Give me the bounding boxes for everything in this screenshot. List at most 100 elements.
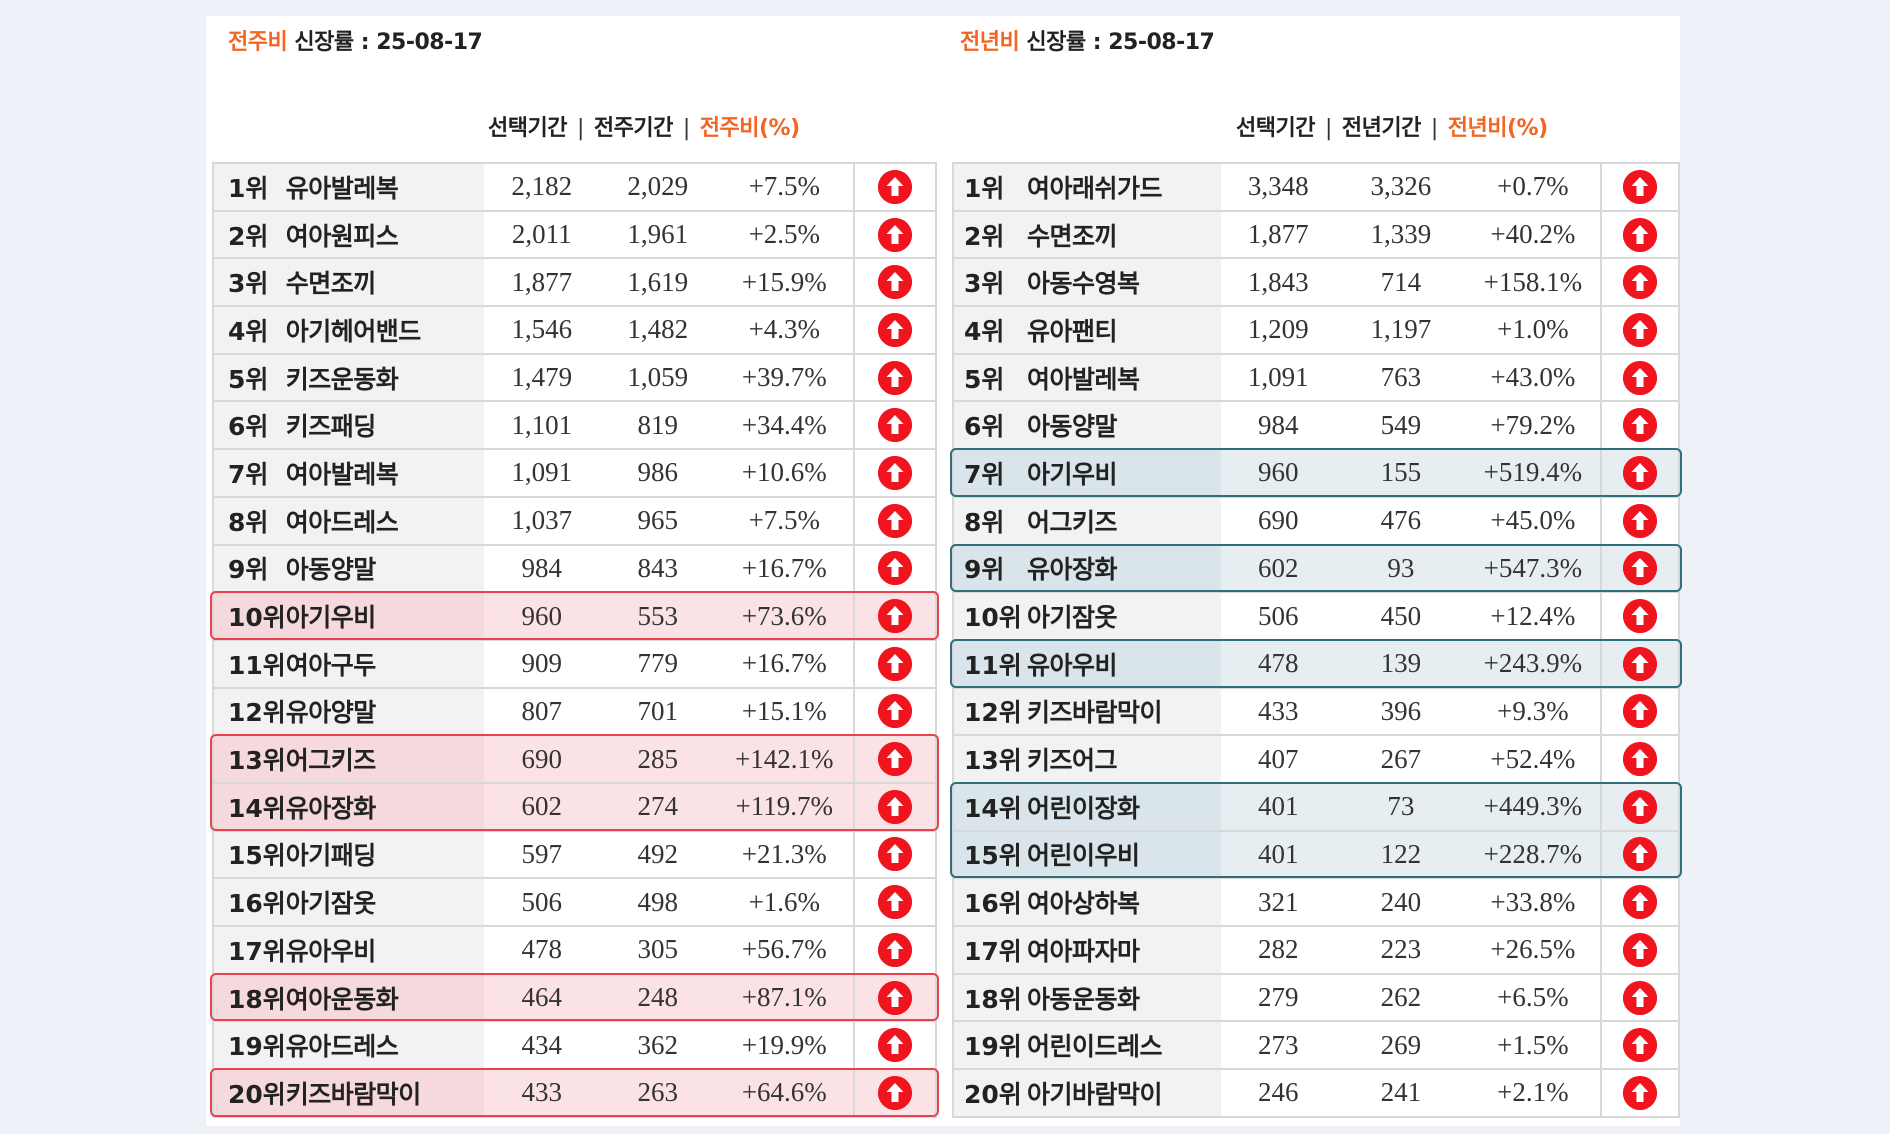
up-arrow-circle-icon — [877, 789, 912, 824]
trend-cell — [852, 306, 937, 355]
keyword-cell: 키즈운동화 — [285, 353, 484, 403]
up-arrow-circle-icon — [877, 455, 912, 490]
up-arrow-circle-icon — [877, 360, 912, 395]
trend-cell — [852, 210, 937, 260]
selected-value: 1,546 — [483, 306, 600, 355]
rank-cell: 3위 — [212, 258, 286, 308]
ratio-value: +7.5% — [715, 496, 854, 546]
compare-value: 714 — [1336, 258, 1466, 308]
keyword-cell: 여아상하복 — [1026, 878, 1221, 927]
up-arrow-circle-icon — [877, 837, 912, 872]
rank-cell: 8위 — [212, 496, 286, 546]
rank-cell: 11위 — [212, 639, 286, 689]
table-row: 15위 어린이우비 401 122 +228.7% — [952, 830, 1680, 880]
keyword-cell: 아동양말 — [285, 544, 484, 594]
header-selected: 선택기간 — [488, 116, 567, 141]
trend-cell — [1600, 353, 1680, 403]
ratio-value: +73.6% — [715, 592, 854, 641]
keyword-cell: 수면조끼 — [1026, 210, 1221, 260]
rank-cell: 2위 — [212, 210, 286, 260]
trend-cell — [1600, 449, 1680, 498]
ratio-value: +119.7% — [715, 782, 854, 832]
trend-cell — [1600, 496, 1680, 546]
rank-cell: 14위 — [952, 782, 1027, 832]
compare-value: 262 — [1336, 973, 1466, 1023]
table-row: 5위 여아발레복 1,091 763 +43.0% — [952, 353, 1680, 403]
ratio-value: +519.4% — [1465, 449, 1602, 498]
compare-value: 362 — [599, 1021, 716, 1071]
up-arrow-circle-icon — [1623, 599, 1658, 634]
title-accent: 전주비 — [228, 30, 288, 55]
trend-cell — [1600, 973, 1680, 1023]
ratio-value: +16.7% — [715, 544, 854, 594]
rank-cell: 20위 — [212, 1069, 286, 1118]
keyword-cell: 키즈바람막이 — [285, 1069, 484, 1118]
up-arrow-circle-icon — [877, 1075, 912, 1110]
compare-value: 139 — [1336, 639, 1466, 689]
rank-cell: 16위 — [952, 878, 1027, 927]
selected-value: 909 — [483, 639, 600, 689]
rank-cell: 9위 — [952, 544, 1027, 594]
compare-value: 3,326 — [1336, 162, 1466, 212]
trend-cell — [1600, 782, 1680, 832]
table-row: 19위 유아드레스 434 362 +19.9% — [212, 1021, 937, 1071]
selected-value: 434 — [483, 1021, 600, 1071]
ratio-value: +79.2% — [1465, 401, 1602, 451]
keyword-cell: 아동양말 — [1026, 401, 1221, 451]
trend-cell — [852, 544, 937, 594]
trend-cell — [852, 1069, 937, 1118]
table-row: 6위 키즈패딩 1,101 819 +34.4% — [212, 401, 937, 451]
trend-cell — [852, 449, 937, 498]
compare-value: 285 — [599, 735, 716, 784]
trend-cell — [852, 926, 937, 975]
table-row: 1위 여아래쉬가드 3,348 3,326 +0.7% — [952, 162, 1680, 212]
table-row: 15위 아기패딩 597 492 +21.3% — [212, 830, 937, 880]
table-row: 11위 여아구두 909 779 +16.7% — [212, 639, 937, 689]
compare-value: 263 — [599, 1069, 716, 1118]
title-accent: 전년비 — [960, 30, 1020, 55]
up-arrow-circle-icon — [877, 551, 912, 586]
header-divider: | — [576, 116, 584, 141]
compare-value: 553 — [599, 592, 716, 641]
table-row: 13위 키즈어그 407 267 +52.4% — [952, 735, 1680, 784]
header-ratio: 전년비(%) — [1447, 116, 1548, 141]
selected-value: 2,182 — [483, 162, 600, 212]
rank-cell: 3위 — [952, 258, 1027, 308]
table-row: 9위 아동양말 984 843 +16.7% — [212, 544, 937, 594]
selected-value: 246 — [1220, 1069, 1337, 1118]
rank-cell: 16위 — [212, 878, 286, 927]
table-row: 20위 키즈바람막이 433 263 +64.6% — [212, 1069, 937, 1118]
table-row: 1위 유아발레복 2,182 2,029 +7.5% — [212, 162, 937, 212]
trend-cell — [852, 1021, 937, 1071]
selected-value: 1,091 — [1220, 353, 1337, 403]
table-row: 6위 아동양말 984 549 +79.2% — [952, 401, 1680, 451]
compare-value: 1,482 — [599, 306, 716, 355]
table-row: 7위 아기우비 960 155 +519.4% — [952, 449, 1680, 498]
rank-cell: 4위 — [212, 306, 286, 355]
rank-cell: 12위 — [952, 687, 1027, 737]
compare-value: 450 — [1336, 592, 1466, 641]
table-row: 17위 유아우비 478 305 +56.7% — [212, 926, 937, 975]
selected-value: 273 — [1220, 1021, 1337, 1071]
up-arrow-circle-icon — [1623, 360, 1658, 395]
compare-value: 763 — [1336, 353, 1466, 403]
keyword-cell: 수면조끼 — [285, 258, 484, 308]
ratio-value: +9.3% — [1465, 687, 1602, 737]
keyword-cell: 키즈어그 — [1026, 735, 1221, 784]
ratio-value: +1.0% — [1465, 306, 1602, 355]
selected-value: 478 — [483, 926, 600, 975]
rank-cell: 4위 — [952, 306, 1027, 355]
header-ratio: 전주비(%) — [699, 116, 800, 141]
selected-value: 478 — [1220, 639, 1337, 689]
ranking-table: 1위 여아래쉬가드 3,348 3,326 +0.7% 2위 수면조끼 1,877 1,339 +… — [952, 162, 1680, 1118]
trend-cell — [1600, 926, 1680, 975]
table-row: 18위 여아운동화 464 248 +87.1% — [212, 973, 937, 1023]
selected-value: 602 — [483, 782, 600, 832]
rank-cell: 6위 — [952, 401, 1027, 451]
trend-cell — [852, 735, 937, 784]
keyword-cell: 유아장화 — [285, 782, 484, 832]
selected-value: 1,479 — [483, 353, 600, 403]
keyword-cell: 키즈바람막이 — [1026, 687, 1221, 737]
compare-value: 779 — [599, 639, 716, 689]
rank-cell: 7위 — [212, 449, 286, 498]
